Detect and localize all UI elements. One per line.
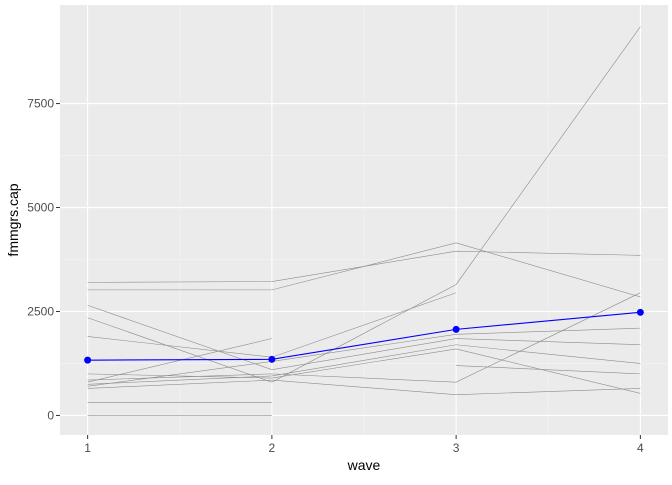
point — [268, 355, 276, 363]
series-line — [87, 379, 641, 395]
x-tick-label: 1 — [84, 441, 91, 455]
point — [636, 308, 644, 316]
y-tick-label: 0 — [47, 408, 54, 422]
x-tick-label: 2 — [269, 441, 276, 455]
x-tick-label: 4 — [637, 441, 644, 455]
series-line — [87, 327, 641, 387]
point — [452, 325, 460, 333]
y-tick-label: 5000 — [27, 201, 54, 215]
series-line — [87, 311, 641, 361]
y-tick-label: 2500 — [27, 304, 54, 318]
series-line — [87, 338, 272, 383]
series-line — [87, 304, 641, 371]
x-tick-label: 3 — [453, 441, 460, 455]
series-line — [87, 26, 641, 383]
y-axis-title: fmmgrs.cap — [5, 183, 21, 256]
marks — [84, 26, 644, 416]
series-line — [87, 250, 641, 283]
series-line — [87, 348, 641, 394]
x-axis-title: wave — [347, 457, 381, 473]
series-line — [456, 365, 641, 375]
point — [84, 356, 92, 364]
series-line — [87, 292, 641, 383]
y-tick-label: 7500 — [27, 97, 54, 111]
series-line — [87, 344, 641, 385]
